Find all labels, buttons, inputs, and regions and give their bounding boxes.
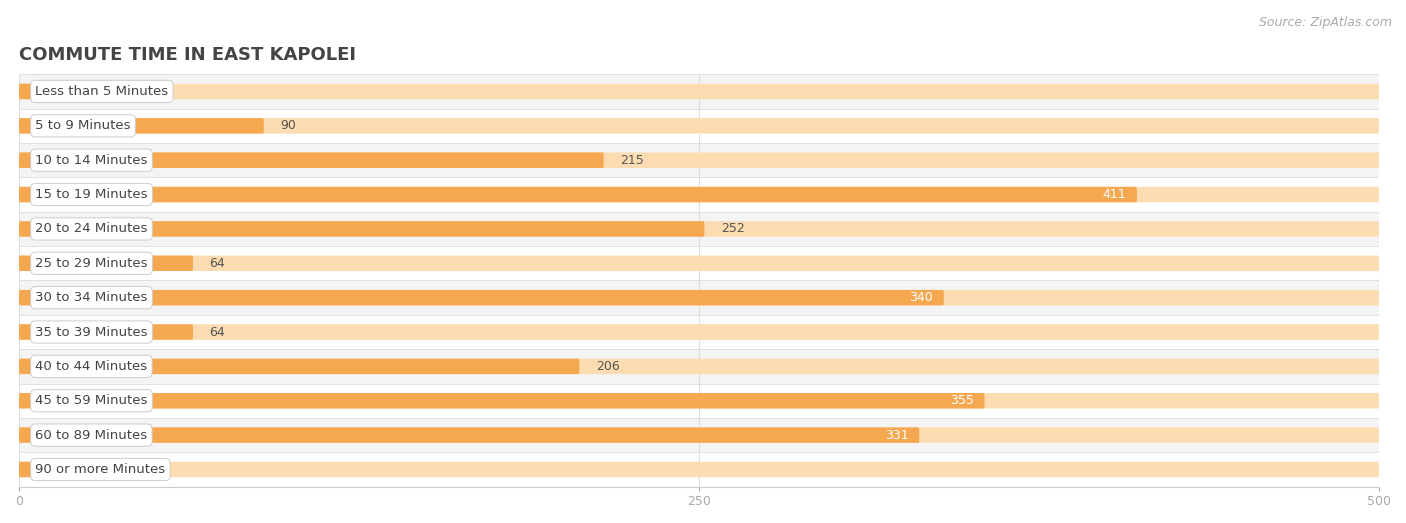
Text: 15 to 19 Minutes: 15 to 19 Minutes xyxy=(35,188,148,201)
FancyBboxPatch shape xyxy=(20,256,193,271)
FancyBboxPatch shape xyxy=(20,152,1379,168)
Text: Source: ZipAtlas.com: Source: ZipAtlas.com xyxy=(1258,16,1392,29)
Text: 331: 331 xyxy=(884,429,908,441)
Text: 411: 411 xyxy=(1102,188,1126,201)
Text: 24: 24 xyxy=(101,85,117,98)
Text: 340: 340 xyxy=(910,291,934,304)
FancyBboxPatch shape xyxy=(20,324,193,340)
FancyBboxPatch shape xyxy=(20,324,1379,340)
FancyBboxPatch shape xyxy=(20,427,1379,443)
Text: 206: 206 xyxy=(596,360,620,373)
FancyBboxPatch shape xyxy=(20,84,84,99)
Bar xyxy=(20,452,1379,487)
FancyBboxPatch shape xyxy=(20,290,1379,305)
Text: 30 to 34 Minutes: 30 to 34 Minutes xyxy=(35,291,148,304)
FancyBboxPatch shape xyxy=(20,118,1379,133)
FancyBboxPatch shape xyxy=(20,84,1379,99)
Text: 90: 90 xyxy=(280,119,297,132)
Text: 10 to 14 Minutes: 10 to 14 Minutes xyxy=(35,154,148,167)
Text: 60 to 89 Minutes: 60 to 89 Minutes xyxy=(35,429,148,441)
FancyBboxPatch shape xyxy=(20,187,1137,202)
FancyBboxPatch shape xyxy=(20,427,920,443)
Bar xyxy=(20,418,1379,452)
Bar xyxy=(20,74,1379,109)
Text: Less than 5 Minutes: Less than 5 Minutes xyxy=(35,85,169,98)
Text: 215: 215 xyxy=(620,154,644,167)
Text: 35 to 39 Minutes: 35 to 39 Minutes xyxy=(35,325,148,338)
Text: 90 or more Minutes: 90 or more Minutes xyxy=(35,463,166,476)
Bar xyxy=(20,349,1379,383)
Text: 25 to 29 Minutes: 25 to 29 Minutes xyxy=(35,257,148,270)
FancyBboxPatch shape xyxy=(20,462,1379,477)
FancyBboxPatch shape xyxy=(20,221,704,236)
FancyBboxPatch shape xyxy=(20,359,579,374)
Text: 45 to 59 Minutes: 45 to 59 Minutes xyxy=(35,394,148,407)
FancyBboxPatch shape xyxy=(20,462,73,477)
FancyBboxPatch shape xyxy=(20,393,984,408)
Bar xyxy=(20,383,1379,418)
FancyBboxPatch shape xyxy=(20,393,1379,408)
Bar xyxy=(20,109,1379,143)
Text: COMMUTE TIME IN EAST KAPOLEI: COMMUTE TIME IN EAST KAPOLEI xyxy=(20,47,356,64)
Text: 20: 20 xyxy=(90,463,105,476)
Text: 64: 64 xyxy=(209,325,225,338)
Text: 40 to 44 Minutes: 40 to 44 Minutes xyxy=(35,360,148,373)
FancyBboxPatch shape xyxy=(20,152,603,168)
Bar xyxy=(20,143,1379,177)
FancyBboxPatch shape xyxy=(20,256,1379,271)
Bar xyxy=(20,212,1379,246)
Text: 20 to 24 Minutes: 20 to 24 Minutes xyxy=(35,222,148,235)
Bar xyxy=(20,246,1379,280)
FancyBboxPatch shape xyxy=(20,187,1379,202)
FancyBboxPatch shape xyxy=(20,221,1379,236)
Bar xyxy=(20,280,1379,315)
Text: 5 to 9 Minutes: 5 to 9 Minutes xyxy=(35,119,131,132)
Bar xyxy=(20,177,1379,212)
Text: 252: 252 xyxy=(721,222,745,235)
Text: 355: 355 xyxy=(950,394,974,407)
FancyBboxPatch shape xyxy=(20,118,264,133)
FancyBboxPatch shape xyxy=(20,290,943,305)
Text: 64: 64 xyxy=(209,257,225,270)
FancyBboxPatch shape xyxy=(20,359,1379,374)
Bar xyxy=(20,315,1379,349)
